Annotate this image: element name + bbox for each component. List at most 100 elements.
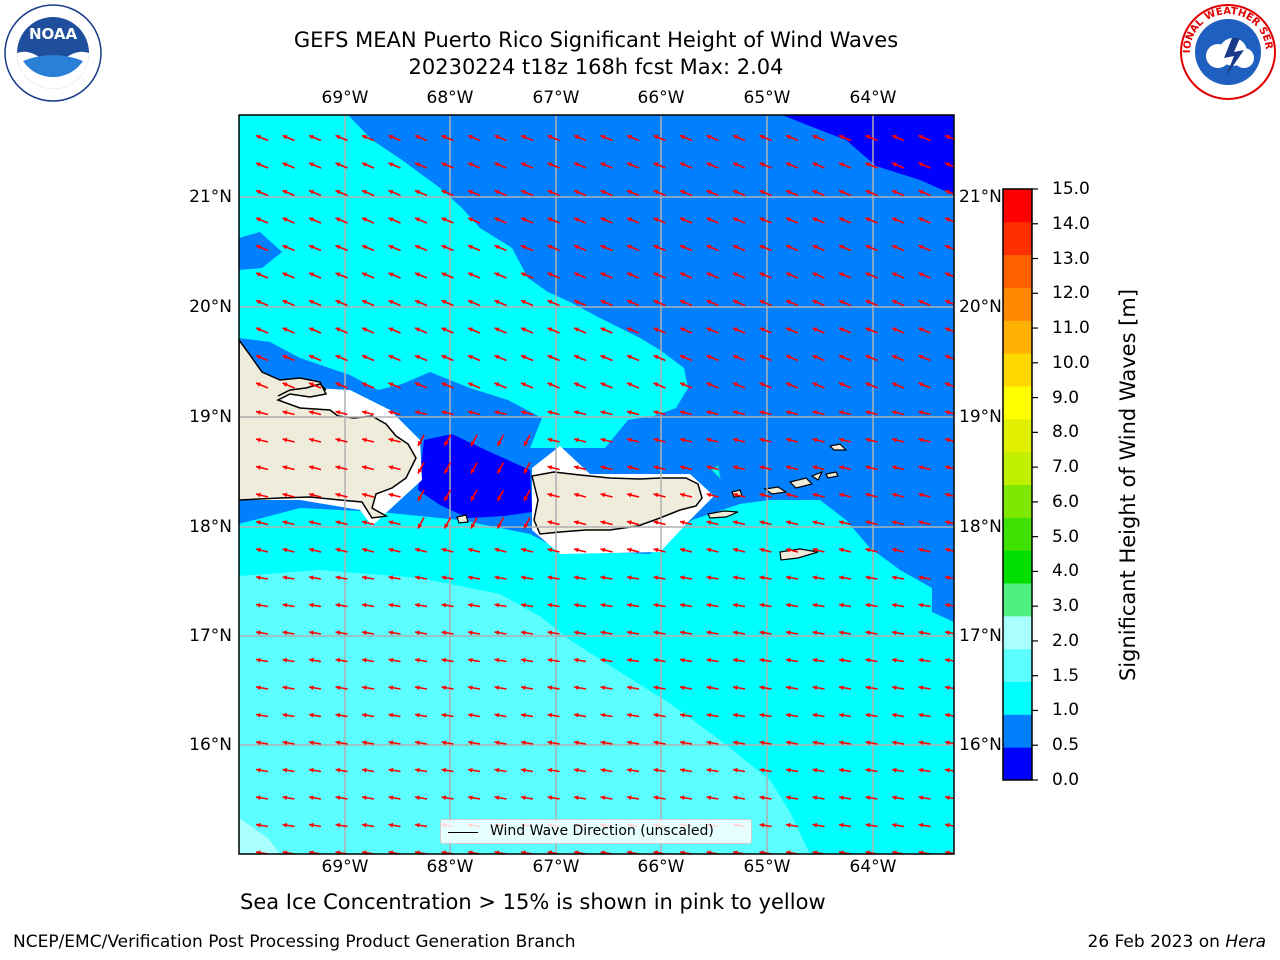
legend-label: Wind Wave Direction (unscaled) <box>490 823 714 839</box>
hispaniola-land <box>239 338 417 519</box>
wave-direction-arrow <box>653 299 666 307</box>
wave-direction-arrow <box>494 795 507 801</box>
wave-direction-arrow <box>441 162 454 169</box>
wave-direction-arrow <box>573 327 587 334</box>
wave-direction-arrow <box>732 437 746 443</box>
wave-direction-arrow <box>520 630 534 636</box>
wave-direction-arrow <box>255 354 269 362</box>
wave-direction-arrow <box>547 134 560 142</box>
wave-direction-arrow <box>944 189 954 196</box>
wave-direction-arrow <box>443 434 452 447</box>
wave-direction-arrow <box>255 437 269 443</box>
wave-direction-arrow <box>600 382 613 389</box>
wave-direction-arrow <box>944 382 954 388</box>
virgin-islands-st-thomas <box>763 486 788 495</box>
wave-direction-arrow <box>282 299 295 307</box>
wave-direction-arrow <box>361 740 375 746</box>
wave-direction-arrow <box>255 767 269 773</box>
wave-direction-arrow <box>494 272 507 279</box>
wave-direction-arrow <box>785 657 799 663</box>
wave-direction-arrow <box>918 134 931 142</box>
wave-direction-arrow <box>494 327 507 334</box>
wave-direction-arrow <box>759 740 772 746</box>
wave-direction-arrow <box>573 740 587 746</box>
wave-direction-arrow <box>626 520 640 526</box>
wave-direction-arrow <box>282 657 295 663</box>
wave-direction-arrow <box>679 520 693 526</box>
wave-direction-arrow <box>891 630 905 636</box>
wave-direction-arrow <box>626 272 640 279</box>
wave-direction-arrow <box>944 657 954 663</box>
wave-direction-arrow <box>918 410 931 416</box>
wave-direction-arrow <box>308 575 322 581</box>
wave-direction-arrow <box>838 134 852 142</box>
colorbar-tick-label: 9.0 <box>1052 387 1080 408</box>
wave-direction-arrow <box>573 244 587 252</box>
wave-direction-arrow <box>759 767 772 773</box>
wave-direction-arrow <box>891 217 905 224</box>
wave-direction-arrow <box>838 795 852 801</box>
wave-direction-arrow <box>732 630 746 636</box>
wave-direction-arrow <box>626 299 640 307</box>
wave-direction-arrow <box>467 630 481 636</box>
wave-direction-arrow <box>600 354 613 362</box>
wave-direction-arrow <box>388 410 401 416</box>
wave-direction-arrow <box>335 382 348 389</box>
wave-direction-arrow <box>679 602 693 608</box>
wave-direction-arrow <box>600 630 613 636</box>
wave-direction-arrow <box>626 547 640 553</box>
wave-direction-arrow <box>706 354 719 362</box>
wave-direction-arrow <box>706 767 719 773</box>
wave-direction-arrow <box>891 822 905 828</box>
legend-line-icon <box>448 832 478 833</box>
lat-label-left: 17°N <box>189 626 232 646</box>
wave-direction-arrow <box>547 162 560 169</box>
wave-direction-arrow <box>388 712 401 718</box>
wave-direction-arrow <box>653 575 666 581</box>
wave-direction-arrow <box>918 657 931 663</box>
wave-direction-arrow <box>626 602 640 608</box>
wave-direction-arrow <box>679 189 693 197</box>
wave-direction-arrow <box>679 272 693 279</box>
wave-direction-arrow <box>759 162 772 169</box>
wave-direction-arrow <box>335 217 348 224</box>
wave-direction-arrow <box>573 712 587 718</box>
wave-direction-arrow <box>573 630 587 636</box>
wave-direction-arrow <box>944 520 954 525</box>
wave-direction-arrow <box>812 630 825 636</box>
wave-direction-arrow <box>414 327 428 334</box>
wave-direction-arrow <box>679 382 693 389</box>
wave-direction-arrow <box>865 134 878 142</box>
wave-direction-arrow <box>573 272 587 279</box>
hispaniola-outline-north <box>277 383 327 397</box>
wave-direction-arrow <box>494 602 507 608</box>
wave-direction-arrow <box>600 244 613 252</box>
wave-direction-arrow <box>732 327 746 334</box>
wave-direction-arrow <box>785 244 799 252</box>
wave-direction-arrow <box>335 327 348 334</box>
wave-direction-arrow <box>706 244 719 252</box>
wave-direction-arrow <box>865 520 878 526</box>
wave-direction-arrow <box>467 327 481 334</box>
wave-direction-arrow <box>523 462 531 474</box>
wave-direction-arrow <box>441 630 454 636</box>
wave-direction-arrow <box>812 217 825 224</box>
wave-direction-arrow <box>812 410 825 416</box>
wave-direction-arrow <box>812 437 825 443</box>
wave-direction-arrow <box>891 410 905 416</box>
wave-direction-arrow <box>891 382 905 389</box>
wave-direction-arrow <box>944 795 954 801</box>
wave-direction-arrow <box>706 437 719 443</box>
wave-direction-arrow <box>308 630 322 636</box>
colorbar-segment <box>1003 484 1032 518</box>
wave-direction-arrow <box>470 489 478 502</box>
wave-direction-arrow <box>812 244 825 252</box>
wave-direction-arrow <box>255 520 269 526</box>
wave-direction-arrow <box>759 465 772 471</box>
wave-direction-arrow <box>732 272 746 279</box>
lat-label-right: 19°N <box>959 407 1002 427</box>
wave-direction-arrow <box>944 244 954 251</box>
wave-direction-arrow <box>838 410 852 416</box>
wave-direction-arrow <box>891 712 905 718</box>
wave-direction-arrow <box>388 217 401 224</box>
